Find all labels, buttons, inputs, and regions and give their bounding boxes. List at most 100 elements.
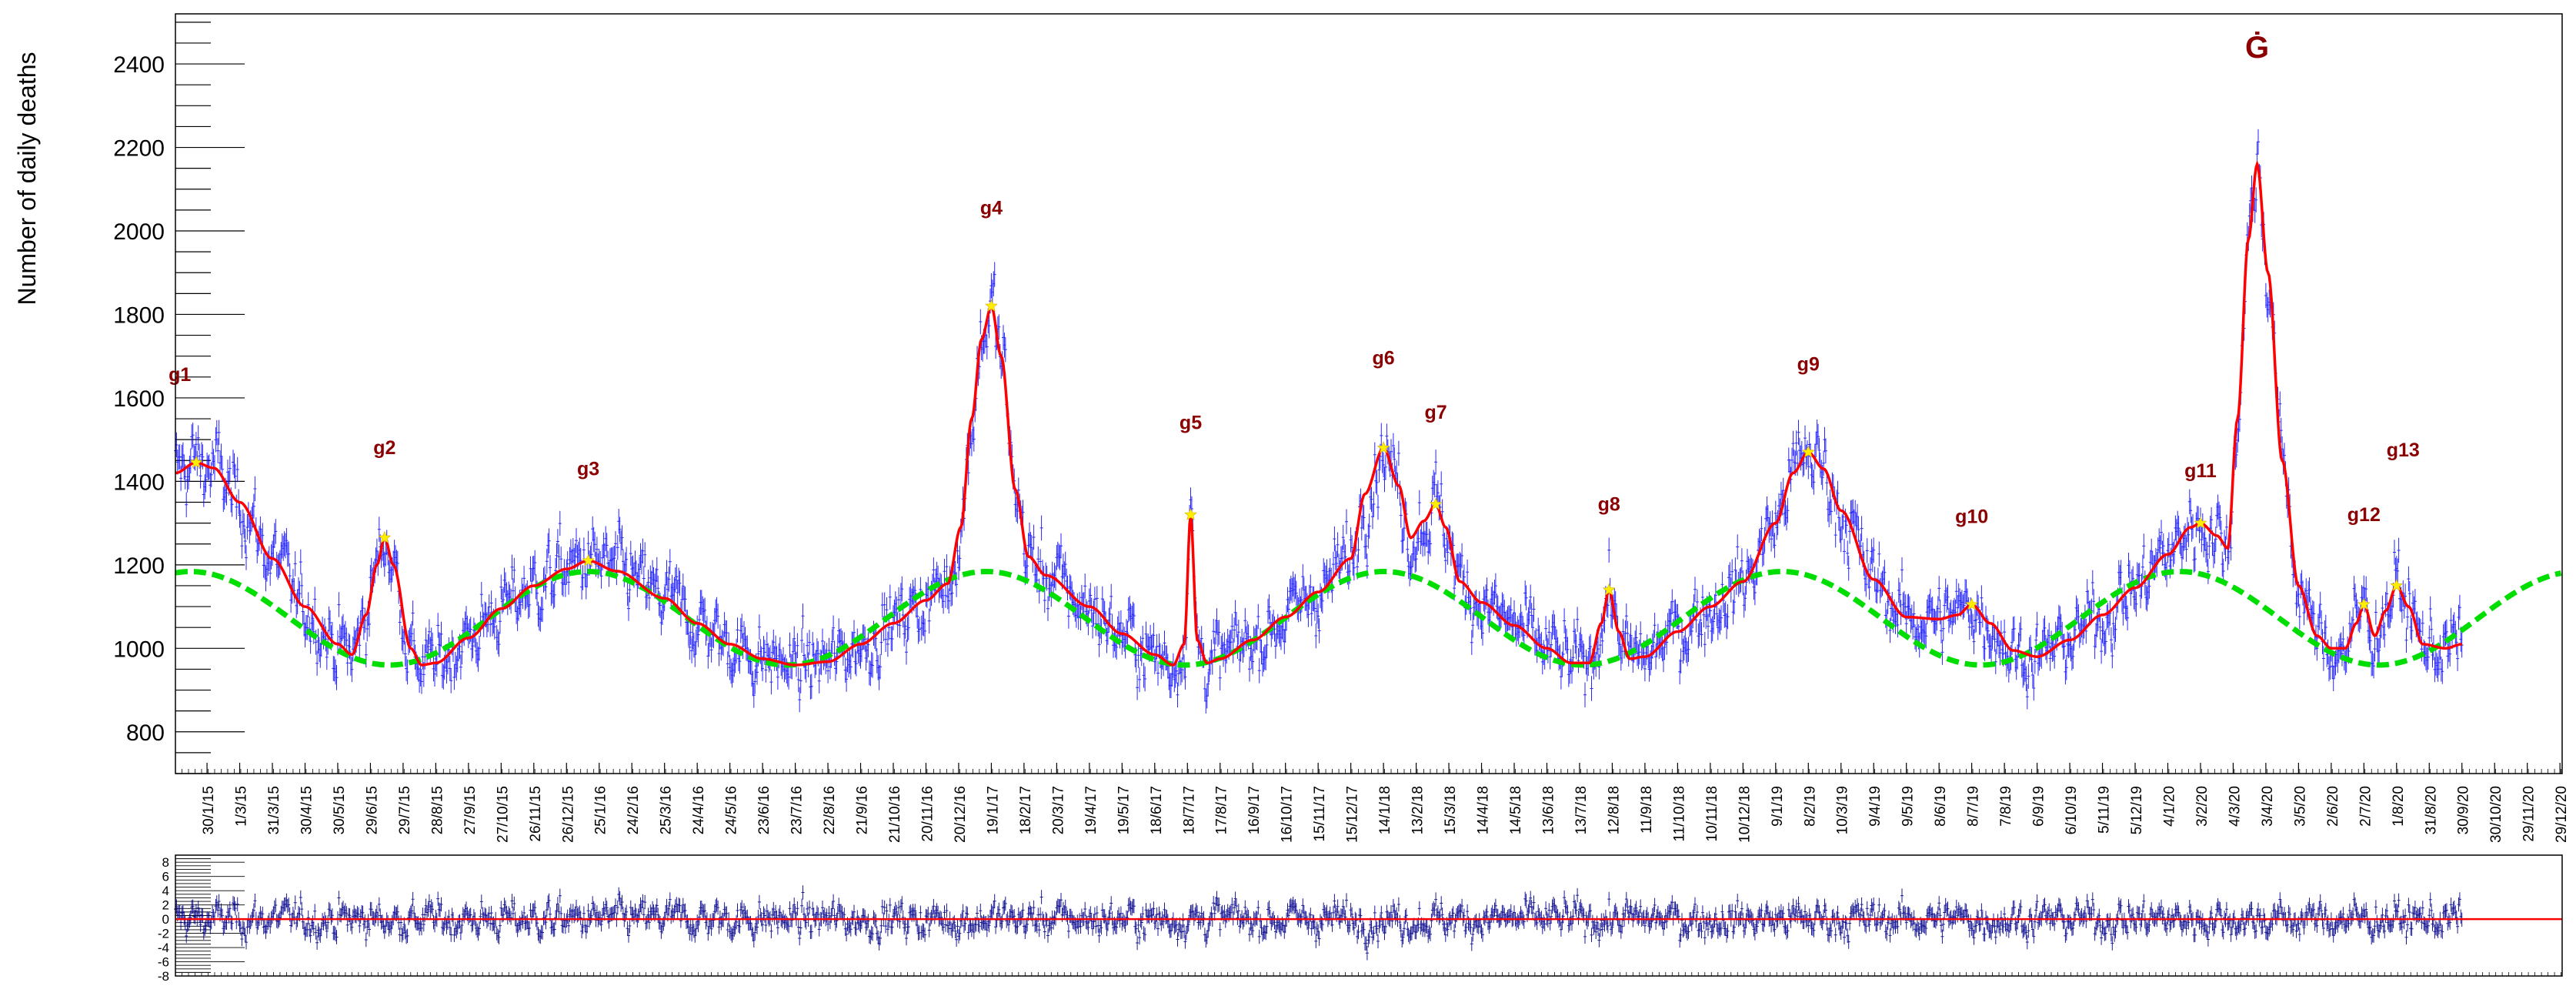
x-tick-label: 10/11/18 [1704, 786, 1720, 842]
x-tick-label: 8/2/19 [1802, 786, 1818, 827]
x-tick-label: 12/8/18 [1606, 786, 1622, 834]
peak-label: g8 [1598, 493, 1620, 515]
x-tick-label: 19/1/17 [985, 786, 1001, 834]
peak-marker [1965, 597, 1978, 610]
y-tick-label: 2400 [113, 52, 165, 78]
y-tick-label: 1200 [113, 553, 165, 579]
x-tick-label: 4/1/20 [2161, 786, 2177, 827]
peak-label: g11 [2184, 460, 2217, 482]
residual-plot-frame [175, 854, 2563, 977]
x-tick-label: 22/8/16 [822, 786, 838, 834]
x-tick-label: 26/11/15 [528, 786, 544, 842]
residual-tick-label: -4 [158, 941, 169, 955]
x-tick-label: 15/11/17 [1312, 786, 1328, 842]
x-tick-label: 15/3/18 [1443, 786, 1459, 834]
peak-label: g9 [1797, 354, 1820, 376]
peak-label: g4 [980, 197, 1003, 219]
x-tick-label: 29/7/15 [397, 786, 413, 834]
peak-label: g7 [1424, 402, 1446, 423]
x-tick-label: 20/3/17 [1050, 786, 1066, 834]
x-tick-label: 8/7/19 [1966, 786, 1982, 827]
peak-label: g12 [2347, 504, 2381, 526]
peak-marker [2390, 579, 2404, 592]
x-tick-label: 27/10/15 [495, 786, 511, 843]
x-tick-label: 29/12/20 [2554, 786, 2570, 843]
x-tick-label: 26/12/15 [560, 786, 576, 843]
x-tick-label: 24/2/16 [626, 786, 642, 834]
x-tick-label: 30/1/15 [201, 786, 217, 834]
x-tick-label: 7/8/19 [1998, 786, 2014, 827]
x-tick-label: 17/8/17 [1214, 786, 1230, 834]
x-tick-label: 2/7/20 [2357, 786, 2374, 827]
peak-label: g6 [1373, 348, 1395, 369]
peak-marker [582, 553, 595, 567]
peak-markers [189, 299, 2404, 610]
x-tick-label: 3/5/20 [2292, 786, 2308, 827]
x-tick-label: 20/11/16 [919, 786, 936, 842]
x-tick-label: 10/12/18 [1737, 786, 1753, 843]
x-tick-label: 20/12/16 [953, 786, 969, 843]
peak-marker [1801, 445, 1815, 458]
x-tick-label: 19/4/17 [1083, 786, 1099, 834]
x-tick-label: 10/3/19 [1835, 786, 1851, 834]
x-tick-label: 2/6/20 [2325, 786, 2341, 827]
main-x-axis: 30/1/15 1/3/15 31/3/15 30/4/15 30/5/15 29/6/1… [175, 763, 2570, 843]
x-tick-label: 16/9/17 [1246, 786, 1263, 834]
x-tick-label: 5/11/19 [2097, 786, 2113, 834]
x-tick-label: 30/4/15 [299, 786, 315, 834]
x-tick-label: 14/1/18 [1377, 786, 1393, 834]
residual-tick-label: 6 [162, 870, 169, 884]
residual-x-axis [175, 972, 2561, 976]
x-tick-label: 14/4/18 [1476, 786, 1492, 834]
y-tick-label: 1400 [113, 470, 165, 495]
x-tick-label: 24/4/16 [691, 786, 707, 834]
baseline-curve [175, 568, 2562, 668]
x-tick-label: 8/6/19 [1933, 786, 1949, 827]
x-tick-label: 31/8/20 [2423, 786, 2439, 834]
x-tick-label: 11/9/18 [1639, 786, 1655, 834]
x-tick-label: 6/9/19 [2031, 786, 2047, 827]
x-tick-label: 1/3/15 [234, 786, 250, 827]
x-tick-label: 16/10/17 [1280, 786, 1296, 843]
x-tick-label: 18/6/17 [1149, 786, 1165, 834]
peak-marker [1429, 497, 1443, 510]
x-tick-label: 25/3/16 [659, 786, 675, 834]
x-tick-label: 14/5/18 [1508, 786, 1524, 834]
x-tick-label: 21/10/16 [887, 786, 903, 843]
y-tick-label: 1600 [113, 386, 165, 412]
peak-marker [985, 299, 998, 312]
x-tick-label: 29/11/20 [2521, 786, 2538, 842]
y-tick-label: 2200 [113, 136, 165, 162]
x-tick-label: 9/5/19 [1900, 786, 1917, 827]
x-tick-label: 11/10/18 [1671, 786, 1687, 842]
peak-marker [189, 456, 203, 469]
residual-tick-label: -8 [158, 969, 169, 984]
peak-label: g5 [1180, 413, 1202, 434]
baseline-line [175, 568, 2562, 668]
x-tick-label: 27/9/15 [462, 786, 479, 834]
peak-marker [2357, 597, 2371, 610]
residual-tick-label: 8 [162, 855, 169, 870]
y-axis-label: Number of daily deaths [13, 52, 41, 305]
residual-tick-label: 4 [162, 884, 169, 898]
x-tick-label: 23/7/16 [789, 786, 806, 834]
x-tick-label: 31/3/15 [266, 786, 282, 834]
y-tick-label: 2000 [113, 219, 165, 245]
residual-tick-label: -6 [158, 955, 169, 970]
peak-marker [1602, 583, 1616, 596]
y-tick-label: 1800 [113, 302, 165, 328]
x-tick-label: 4/3/20 [2227, 786, 2243, 827]
x-tick-label: 30/10/20 [2488, 786, 2504, 843]
x-tick-label: 19/5/17 [1116, 786, 1132, 834]
x-tick-label: 13/7/18 [1573, 786, 1590, 834]
peak-label: Ġ [2245, 30, 2269, 65]
x-tick-label: 24/5/16 [724, 786, 740, 834]
peak-label: g2 [373, 437, 395, 459]
x-tick-label: 30/9/20 [2456, 786, 2472, 834]
x-tick-label: 29/6/15 [364, 786, 380, 834]
peak-marker [2194, 516, 2207, 529]
x-tick-label: 30/5/15 [332, 786, 348, 834]
